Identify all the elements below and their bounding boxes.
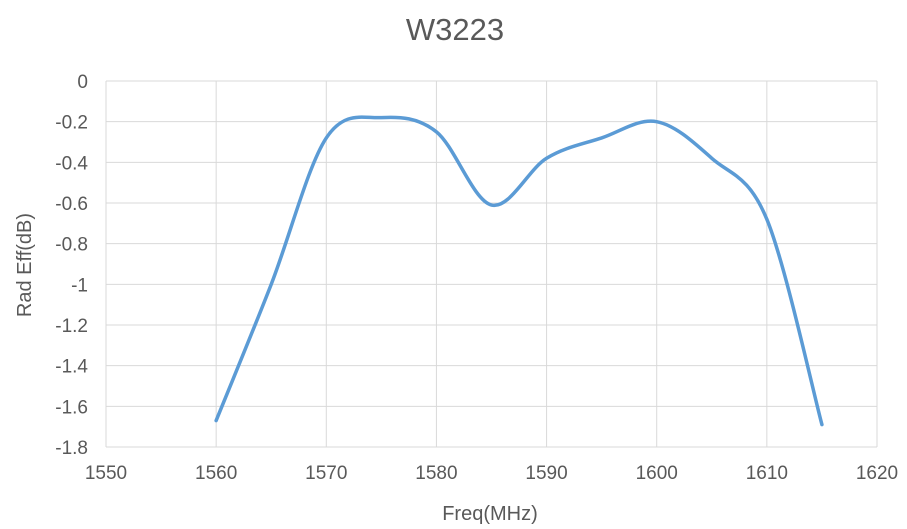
y-tick-label: 0	[77, 72, 88, 93]
y-tick-label: -0.6	[55, 194, 88, 215]
x-tick-label: 1560	[195, 463, 237, 484]
y-tick-label: -0.4	[55, 153, 88, 174]
x-tick-label: 1600	[636, 463, 678, 484]
y-tick-label: -1.4	[55, 357, 88, 378]
series-line	[214, 115, 824, 427]
series-layer	[214, 115, 824, 427]
y-tick-label: -1	[71, 275, 88, 296]
y-tick-label: -1.6	[55, 397, 88, 418]
x-tick-label: 1590	[525, 463, 567, 484]
y-axis-title: Rad Eff(dB)	[14, 213, 36, 317]
y-tick-label: -0.8	[55, 235, 88, 256]
x-tick-label: 1610	[746, 463, 788, 484]
x-tick-label: 1570	[305, 463, 347, 484]
x-tick-label: 1550	[85, 463, 127, 484]
y-axis-ticks: 0 -0.2 -0.4 -0.6 -0.8 -1 -1.2 -1.4 -1.6 -1.8	[55, 72, 88, 459]
y-tick-label: -1.8	[55, 438, 88, 459]
y-tick-label: -0.2	[55, 113, 88, 134]
y-tick-label: -1.2	[55, 316, 88, 337]
x-axis-title: Freq(MHz)	[442, 503, 538, 525]
chart-title: W3223	[406, 12, 504, 47]
grid-layer	[105, 80, 878, 448]
x-tick-label: 1580	[415, 463, 457, 484]
x-tick-label: 1620	[856, 463, 898, 484]
x-axis-ticks: 1550 1560 1570 1580 1590 1600 1610 1620	[85, 463, 898, 484]
